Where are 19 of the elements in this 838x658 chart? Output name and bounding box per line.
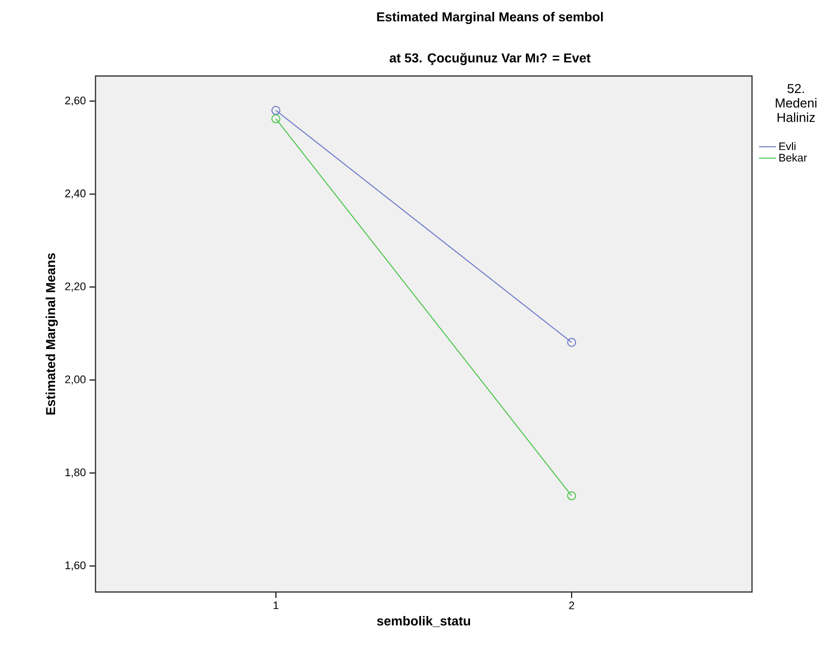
y-axis-title: Estimated Marginal Means [46,253,58,414]
point [567,491,576,500]
y-tick-label: 2,60 [65,96,86,106]
point [567,338,576,347]
legend-label: Evli [779,142,796,150]
y-tick-label: 2,20 [65,282,86,292]
chart-subtitle: at 53. Çocuğunuz Var Mı? = Evet [390,52,591,66]
y-tick-label: 2,40 [65,190,86,199]
x-tick-label: 1 [274,602,278,610]
y-tick-label: 2,00 [65,376,86,385]
x-tick-label: 2 [569,602,574,610]
x-axis-title: sembolik_statu [377,616,470,627]
point [271,114,280,124]
point [271,106,280,115]
y-tick-label: 1,80 [65,468,86,478]
legend-label: Bekar [779,154,807,162]
y-tick-label: 1,60 [65,561,86,570]
legend-title: 52. Medeni Haliniz [776,84,816,122]
chart-title: Estimated Marginal Means of sembol [377,12,603,24]
